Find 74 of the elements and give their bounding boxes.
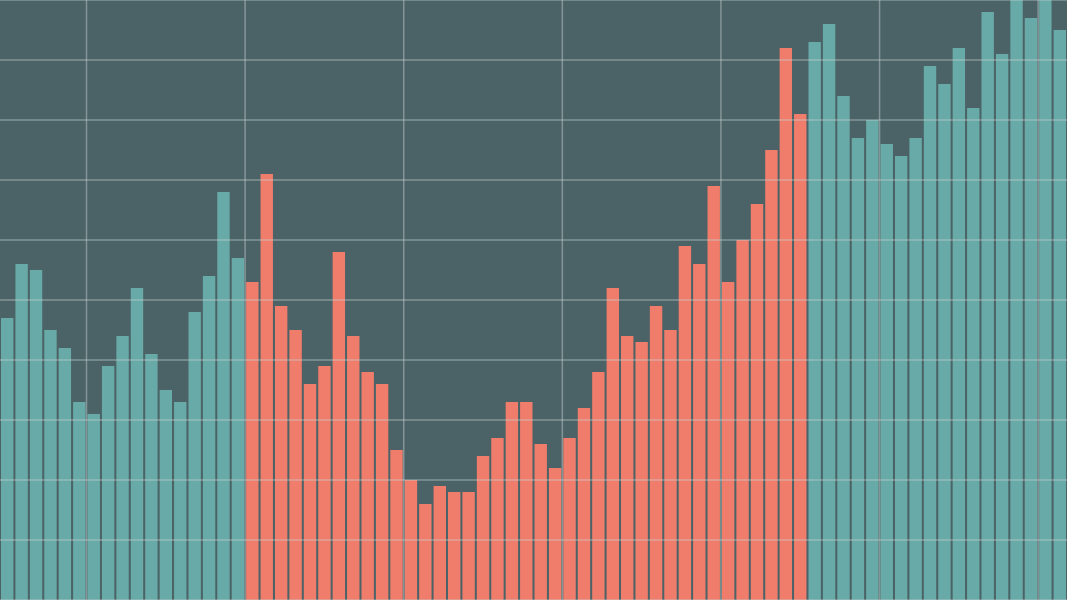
bar (808, 42, 821, 600)
bar (794, 114, 807, 600)
bar (101, 366, 115, 600)
bar (274, 306, 288, 600)
bar (419, 504, 432, 600)
bar (520, 402, 533, 600)
bar (1, 318, 14, 600)
bar (923, 66, 937, 600)
bar (58, 348, 72, 600)
bar (375, 384, 389, 600)
bar (289, 330, 302, 600)
bar (721, 282, 735, 600)
bar (866, 120, 879, 600)
bar (44, 330, 57, 600)
bar (361, 372, 374, 600)
bar (260, 174, 273, 600)
bar (779, 48, 793, 600)
bar (1039, 0, 1052, 600)
bar (837, 96, 850, 600)
bar (505, 402, 519, 600)
bar (332, 252, 346, 600)
bar (894, 156, 908, 600)
bar (87, 414, 100, 600)
bar (577, 408, 591, 600)
bar (404, 480, 418, 600)
bar (563, 438, 576, 600)
bar (130, 288, 144, 600)
bar (1053, 30, 1066, 600)
bar (462, 492, 475, 600)
bar (909, 138, 922, 600)
bar (15, 264, 28, 600)
bar (621, 336, 634, 600)
bar (303, 384, 317, 600)
bar (592, 372, 605, 600)
bar (678, 246, 692, 600)
bar (664, 330, 677, 600)
bar (231, 258, 245, 600)
bar (693, 264, 706, 600)
bar (217, 192, 230, 600)
bar (159, 390, 173, 600)
bar (822, 24, 836, 600)
bar (174, 402, 187, 600)
bar (73, 402, 86, 600)
bar (318, 366, 331, 600)
bar (202, 276, 216, 600)
bar (1024, 18, 1038, 600)
bar (995, 54, 1009, 600)
bar (635, 342, 648, 600)
bar (967, 108, 980, 600)
bar (851, 138, 865, 600)
bar (448, 492, 461, 600)
bar (116, 336, 129, 600)
bar (952, 48, 966, 600)
bar (534, 444, 547, 600)
bar (476, 456, 490, 600)
bar (649, 306, 663, 600)
bar (29, 270, 43, 600)
bar (188, 312, 201, 600)
bar (1010, 0, 1023, 600)
bar (981, 12, 994, 600)
bar (765, 150, 778, 600)
bar (606, 288, 619, 600)
bar (707, 186, 720, 600)
bar (736, 240, 749, 600)
bar (246, 282, 259, 600)
bar (880, 144, 893, 600)
bar (347, 336, 360, 600)
bar (548, 468, 562, 600)
bar (433, 486, 446, 600)
bar (750, 204, 764, 600)
bar (491, 438, 504, 600)
bar (938, 84, 951, 600)
bar (390, 450, 403, 600)
bar (145, 354, 158, 600)
